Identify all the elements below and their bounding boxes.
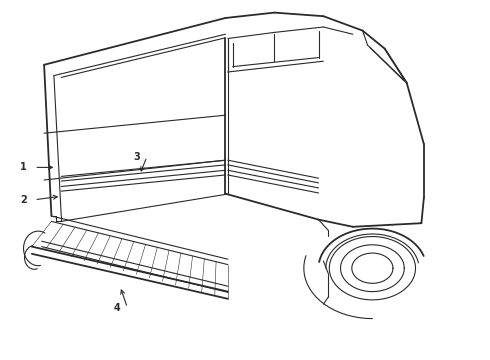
Text: 4: 4 [113, 303, 120, 313]
Text: 3: 3 [133, 152, 140, 162]
Text: 2: 2 [20, 195, 27, 205]
Text: 1: 1 [20, 162, 27, 172]
